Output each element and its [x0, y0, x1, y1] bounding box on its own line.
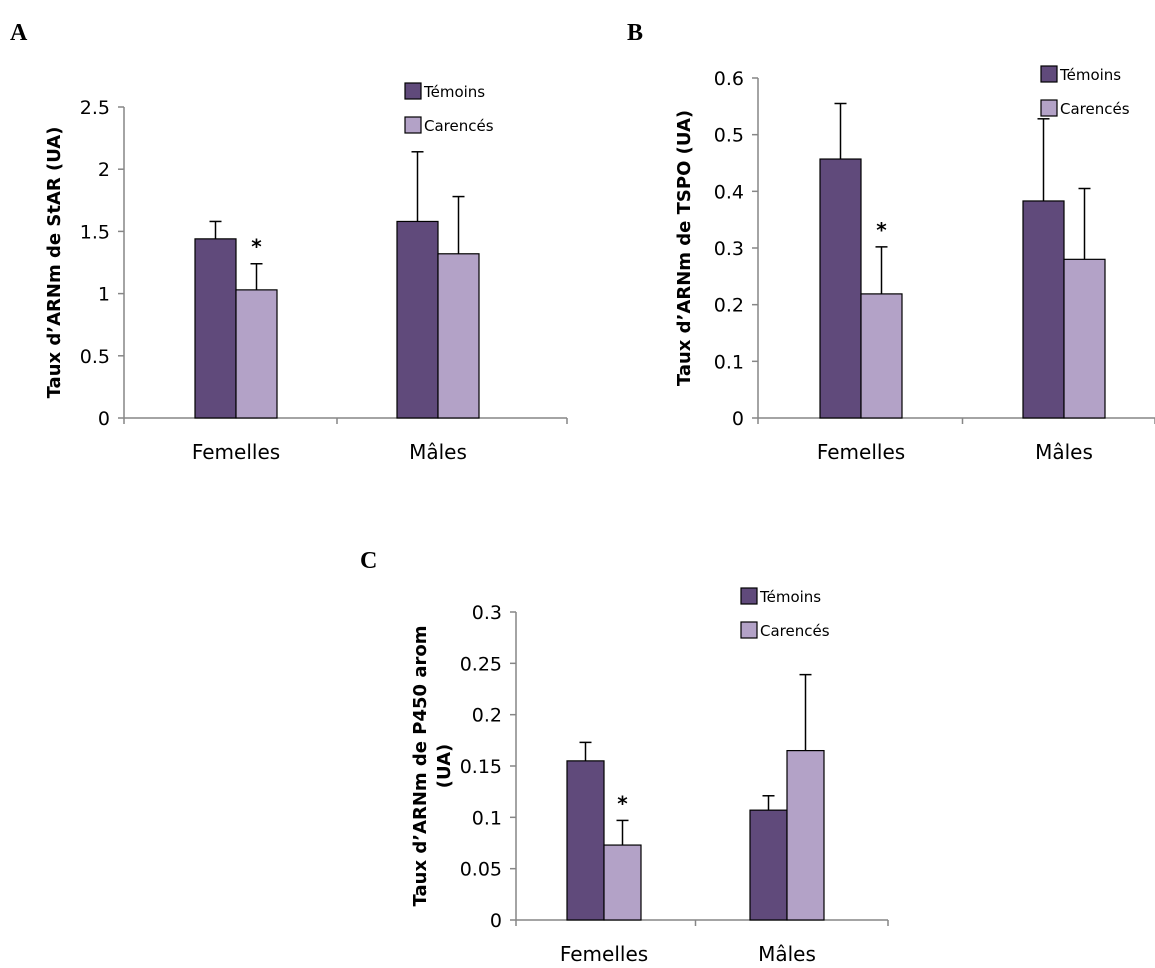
y-tick-label: 1 [98, 284, 110, 306]
chart-panel-b: B 0 0.1 0.2 0.3 0.4 0.5 0.6 Femelles Mâles * Taux d… [627, 20, 1155, 464]
y-tick-label: 0.4 [714, 181, 744, 203]
y-tick-label: 2.5 [80, 97, 110, 119]
y-tick-label: 0.5 [80, 346, 110, 368]
legend-label: Carencés [760, 622, 830, 640]
y-tick-label: 0 [490, 910, 502, 932]
legend-swatch [740, 621, 758, 639]
bar [194, 238, 237, 419]
legend-label: Témoins [423, 83, 485, 101]
x-category-label: Femelles [560, 942, 648, 966]
x-category-label: Femelles [192, 440, 280, 464]
x-category-label: Mâles [758, 942, 816, 966]
panel-letter: C [360, 548, 377, 574]
x-category-label: Femelles [817, 440, 905, 464]
significance-marker: * [251, 235, 262, 259]
y-tick-label: 0.5 [714, 125, 744, 147]
bar [1022, 200, 1065, 419]
legend-swatch [404, 116, 422, 134]
y-tick-label: 0.1 [714, 351, 744, 373]
panel-letter: B [627, 20, 643, 46]
x-category-label: Mâles [409, 440, 467, 464]
y-axis-label-line-1: Taux d’ARNm de P450 arom [410, 626, 431, 907]
bar [786, 749, 825, 921]
y-tick-label: 0.2 [714, 295, 744, 317]
y-tick-label: 0.3 [714, 238, 744, 260]
y-axis-label: Taux d’ARNm de TSPO (UA) [674, 110, 695, 386]
x-category-label: Mâles [1035, 440, 1093, 464]
bar [819, 158, 862, 419]
legend-label: Témoins [1059, 66, 1121, 84]
chart-panel-a: A 0 0.5 1 1.5 2 2.5 Femelles Mâles * Taux d’ARNm d… [10, 20, 568, 464]
significance-marker: * [617, 791, 628, 815]
y-tick-label: 0.3 [472, 602, 502, 624]
bar [860, 293, 903, 419]
panel-letter: A [10, 20, 28, 46]
significance-marker: * [876, 218, 887, 242]
y-tick-label: 0.1 [472, 807, 502, 829]
bar [396, 220, 439, 419]
y-tick-label: 0.05 [460, 859, 502, 881]
legend-label: Témoins [759, 588, 821, 606]
y-tick-label: 0.6 [714, 68, 744, 90]
legend-swatch [740, 587, 758, 605]
y-axis-label-line-2: (UA) [434, 744, 455, 788]
legend-swatch [1040, 65, 1058, 83]
chart-panel-c: C 0 0.05 0.1 0.15 0.2 0.25 0.3 Femelles Mâles * Tau… [360, 548, 889, 966]
y-tick-label: 0.2 [472, 705, 502, 727]
bar [235, 289, 278, 419]
y-tick-label: 0 [98, 408, 110, 430]
bar [437, 253, 480, 419]
legend-swatch [1040, 99, 1058, 117]
y-tick-label: 2 [98, 159, 110, 181]
y-tick-label: 0.25 [460, 653, 502, 675]
bar [566, 760, 605, 921]
y-tick-label: 0.15 [460, 756, 502, 778]
y-tick-label: 1.5 [80, 221, 110, 243]
bar [1063, 258, 1106, 419]
bar [749, 809, 788, 921]
y-axis-label: Taux d’ARNm de StAR (UA) [44, 127, 65, 399]
legend-label: Carencés [424, 117, 494, 135]
y-tick-label: 0 [732, 408, 744, 430]
legend-swatch [404, 82, 422, 100]
bar [603, 844, 642, 921]
legend-label: Carencés [1060, 100, 1130, 118]
